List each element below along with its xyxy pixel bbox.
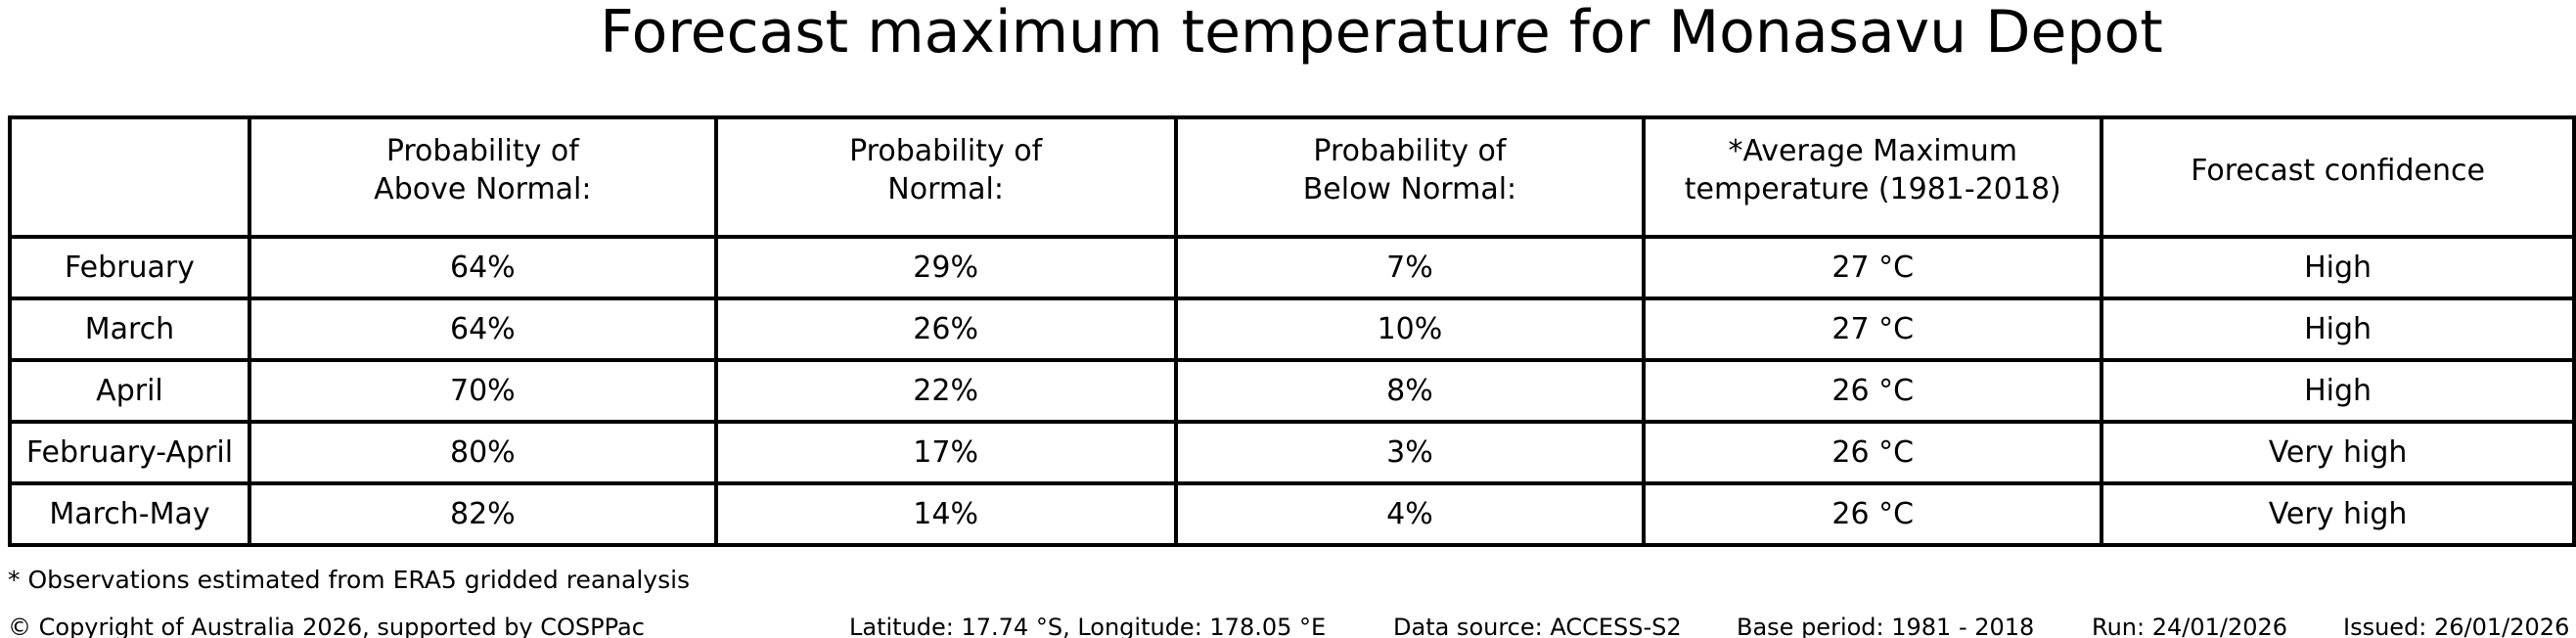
issued-date-text: Issued: 26/01/2026 <box>2343 614 2570 638</box>
cell-normal: 26% <box>713 296 1178 362</box>
cell-below-normal: 10% <box>1173 296 1647 362</box>
cell-avg-max-temp: 27 °C <box>1642 296 2104 362</box>
column-header-avg-max-temp: *Average Maximum temperature (1981-2018) <box>1642 115 2104 239</box>
row-label: April <box>8 358 251 424</box>
cell-confidence: High <box>2100 358 2576 424</box>
cell-above-normal: 82% <box>247 481 718 547</box>
cell-below-normal: 7% <box>1173 235 1647 300</box>
cell-avg-max-temp: 27 °C <box>1642 235 2104 300</box>
row-label: February <box>8 235 251 300</box>
data-source-text: Data source: ACCESS-S2 <box>1393 614 1682 638</box>
cell-normal: 17% <box>713 420 1178 485</box>
column-header-forecast-confidence: Forecast confidence <box>2100 115 2576 239</box>
table-row: February 64% 29% 7% 27 °C High <box>8 235 2576 300</box>
table-row: March 64% 26% 10% 27 °C High <box>8 296 2576 362</box>
table-row: February-April 80% 17% 3% 26 °C Very hig… <box>8 420 2576 485</box>
cell-avg-max-temp: 26 °C <box>1642 481 2104 547</box>
column-header-below-normal: Probability of Below Normal: <box>1173 115 1647 239</box>
row-label: March-May <box>8 481 251 547</box>
table-row: March-May 82% 14% 4% 26 °C Very high <box>8 481 2576 547</box>
lat-long-text: Latitude: 17.74 °S, Longitude: 178.05 °E <box>849 614 1327 638</box>
cell-avg-max-temp: 26 °C <box>1642 358 2104 424</box>
copyright-text: © Copyright of Australia 2026, supported… <box>8 614 645 638</box>
cell-below-normal: 4% <box>1173 481 1647 547</box>
forecast-table: Probability of Above Normal: Probability… <box>8 115 2576 547</box>
row-label: March <box>8 296 251 362</box>
observations-footnote: * Observations estimated from ERA5 gridd… <box>8 566 691 594</box>
cell-confidence: High <box>2100 296 2576 362</box>
table-header-row: Probability of Above Normal: Probability… <box>8 115 2576 239</box>
cell-below-normal: 8% <box>1173 358 1647 424</box>
cell-above-normal: 70% <box>247 358 718 424</box>
run-date-text: Run: 24/01/2026 <box>2092 614 2288 638</box>
column-header-normal: Probability of Normal: <box>713 115 1178 239</box>
cell-avg-max-temp: 26 °C <box>1642 420 2104 485</box>
row-label: February-April <box>8 420 251 485</box>
cell-normal: 22% <box>713 358 1178 424</box>
cell-normal: 14% <box>713 481 1178 547</box>
cell-confidence: Very high <box>2100 420 2576 485</box>
cell-confidence: High <box>2100 235 2576 300</box>
corner-cell <box>8 115 251 239</box>
cell-confidence: Very high <box>2100 481 2576 547</box>
cell-above-normal: 80% <box>247 420 718 485</box>
table-row: April 70% 22% 8% 26 °C High <box>8 358 2576 424</box>
column-header-above-normal: Probability of Above Normal: <box>247 115 718 239</box>
page-title: Forecast maximum temperature for Monasav… <box>600 0 2163 67</box>
cell-normal: 29% <box>713 235 1178 300</box>
cell-above-normal: 64% <box>247 235 718 300</box>
cell-below-normal: 3% <box>1173 420 1647 485</box>
base-period-text: Base period: 1981 - 2018 <box>1737 614 2035 638</box>
cell-above-normal: 64% <box>247 296 718 362</box>
